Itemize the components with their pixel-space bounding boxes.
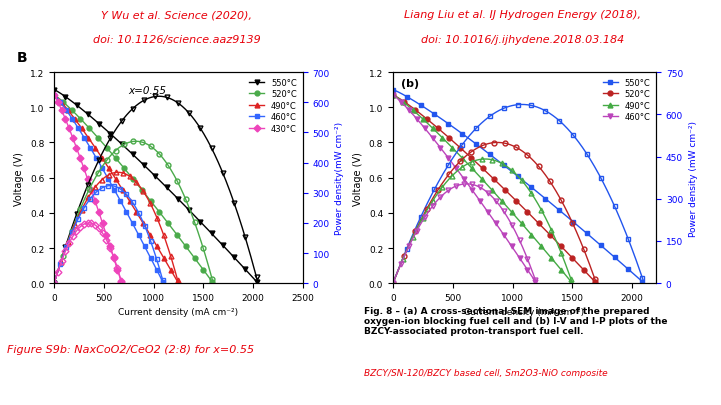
550°C: [131, 155, 139, 160]
550°C: [198, 222, 207, 227]
460°C: [85, 145, 94, 150]
520°C: [164, 222, 173, 227]
Line: 460°C: 460°C: [52, 93, 166, 286]
X-axis label: Current density (mA cm⁻²): Current density (mA cm⁻²): [464, 308, 585, 317]
520°C: [150, 203, 159, 208]
Text: (b): (b): [401, 79, 419, 89]
Text: Fig. 8 – (a) A cross-sectional SEM image of the prepared
oxygen-ion blocking fue: Fig. 8 – (a) A cross-sectional SEM image…: [364, 306, 668, 335]
550°C: [116, 141, 125, 146]
520°C: [592, 281, 601, 286]
520°C: [516, 203, 525, 208]
490°C: [50, 93, 58, 98]
Line: 430°C: 430°C: [52, 93, 124, 286]
Text: BZCY/SN-120/BZCY based cell, Sm2O3-NiO composite: BZCY/SN-120/BZCY based cell, Sm2O3-NiO c…: [364, 368, 608, 377]
550°C: [419, 105, 428, 110]
490°C: [65, 110, 74, 115]
550°C: [74, 105, 83, 110]
550°C: [640, 281, 648, 286]
Line: 490°C: 490°C: [52, 93, 181, 286]
490°C: [389, 93, 397, 98]
460°C: [159, 281, 168, 286]
550°C: [178, 201, 187, 206]
X-axis label: Current density (mA cm⁻²): Current density (mA cm⁻²): [118, 308, 239, 317]
Legend: 550°C, 520°C, 490°C, 460°C: 550°C, 520°C, 490°C, 460°C: [601, 77, 652, 124]
430°C: [58, 110, 66, 115]
460°C: [389, 93, 397, 98]
550°C: [488, 155, 497, 160]
520°C: [209, 281, 218, 286]
Y-axis label: Voltage (V): Voltage (V): [14, 151, 25, 205]
430°C: [92, 203, 101, 208]
490°C: [174, 281, 183, 286]
460°C: [129, 222, 138, 227]
430°C: [72, 145, 81, 150]
520°C: [413, 110, 422, 115]
520°C: [50, 93, 58, 98]
Line: 490°C: 490°C: [391, 93, 575, 286]
Text: x=0.55: x=0.55: [129, 86, 167, 96]
490°C: [410, 110, 419, 115]
Line: 520°C: 520°C: [391, 93, 598, 286]
490°C: [519, 224, 528, 228]
550°C: [389, 88, 397, 93]
430°C: [99, 224, 107, 228]
Y-axis label: Voltage (V): Voltage (V): [353, 151, 363, 205]
490°C: [140, 222, 149, 227]
Text: doi: 10.1126/science.aaz9139: doi: 10.1126/science.aaz9139: [93, 34, 260, 45]
460°C: [435, 145, 444, 150]
Legend: 550°C, 520°C, 490°C, 460°C, 430°C: 550°C, 520°C, 490°C, 460°C, 430°C: [248, 77, 298, 135]
Line: 550°C: 550°C: [391, 88, 647, 286]
520°C: [455, 145, 464, 150]
490°C: [460, 158, 469, 163]
550°C: [571, 222, 580, 227]
460°C: [50, 93, 58, 98]
460°C: [493, 224, 502, 228]
520°C: [536, 222, 544, 227]
520°C: [102, 145, 110, 150]
520°C: [69, 110, 78, 115]
520°C: [536, 224, 545, 228]
460°C: [532, 281, 541, 286]
550°C: [471, 141, 479, 146]
550°C: [570, 221, 578, 226]
520°C: [165, 224, 174, 228]
520°C: [469, 158, 478, 163]
490°C: [518, 222, 527, 227]
490°C: [99, 158, 107, 163]
490°C: [128, 203, 137, 208]
430°C: [50, 93, 58, 98]
Text: B: B: [17, 51, 27, 64]
490°C: [568, 281, 577, 286]
Line: 520°C: 520°C: [52, 93, 216, 286]
Text: Y Wu et al. Science (2020),: Y Wu et al. Science (2020),: [101, 10, 252, 20]
490°C: [447, 145, 456, 150]
490°C: [90, 145, 99, 150]
490°C: [502, 203, 510, 208]
Y-axis label: Power density (mW cm⁻²): Power density (mW cm⁻²): [689, 120, 698, 236]
430°C: [118, 281, 126, 286]
460°C: [93, 158, 102, 163]
520°C: [389, 93, 397, 98]
Text: doi: 10.1016/j.ijhydene.2018.03.184: doi: 10.1016/j.ijhydene.2018.03.184: [421, 34, 624, 45]
Y-axis label: Power density(mW cm⁻²): Power density(mW cm⁻²): [335, 122, 345, 234]
460°C: [446, 158, 454, 163]
Line: 460°C: 460°C: [391, 93, 539, 286]
430°C: [99, 222, 107, 227]
460°C: [129, 224, 138, 228]
460°C: [118, 203, 127, 208]
Line: 550°C: 550°C: [52, 88, 260, 286]
Text: Liang Liu et al. IJ Hydrogen Energy (2018),: Liang Liu et al. IJ Hydrogen Energy (201…: [404, 10, 641, 20]
Text: Figure S9b: NaxCoO2/CeO2 (2:8) for x=0.55: Figure S9b: NaxCoO2/CeO2 (2:8) for x=0.5…: [7, 344, 255, 354]
460°C: [406, 110, 415, 115]
550°C: [50, 88, 58, 93]
490°C: [140, 224, 149, 228]
430°C: [76, 158, 85, 163]
550°C: [254, 281, 262, 286]
460°C: [63, 110, 71, 115]
460°C: [492, 222, 501, 227]
520°C: [112, 158, 121, 163]
550°C: [547, 201, 555, 206]
460°C: [479, 203, 487, 208]
550°C: [197, 221, 205, 226]
